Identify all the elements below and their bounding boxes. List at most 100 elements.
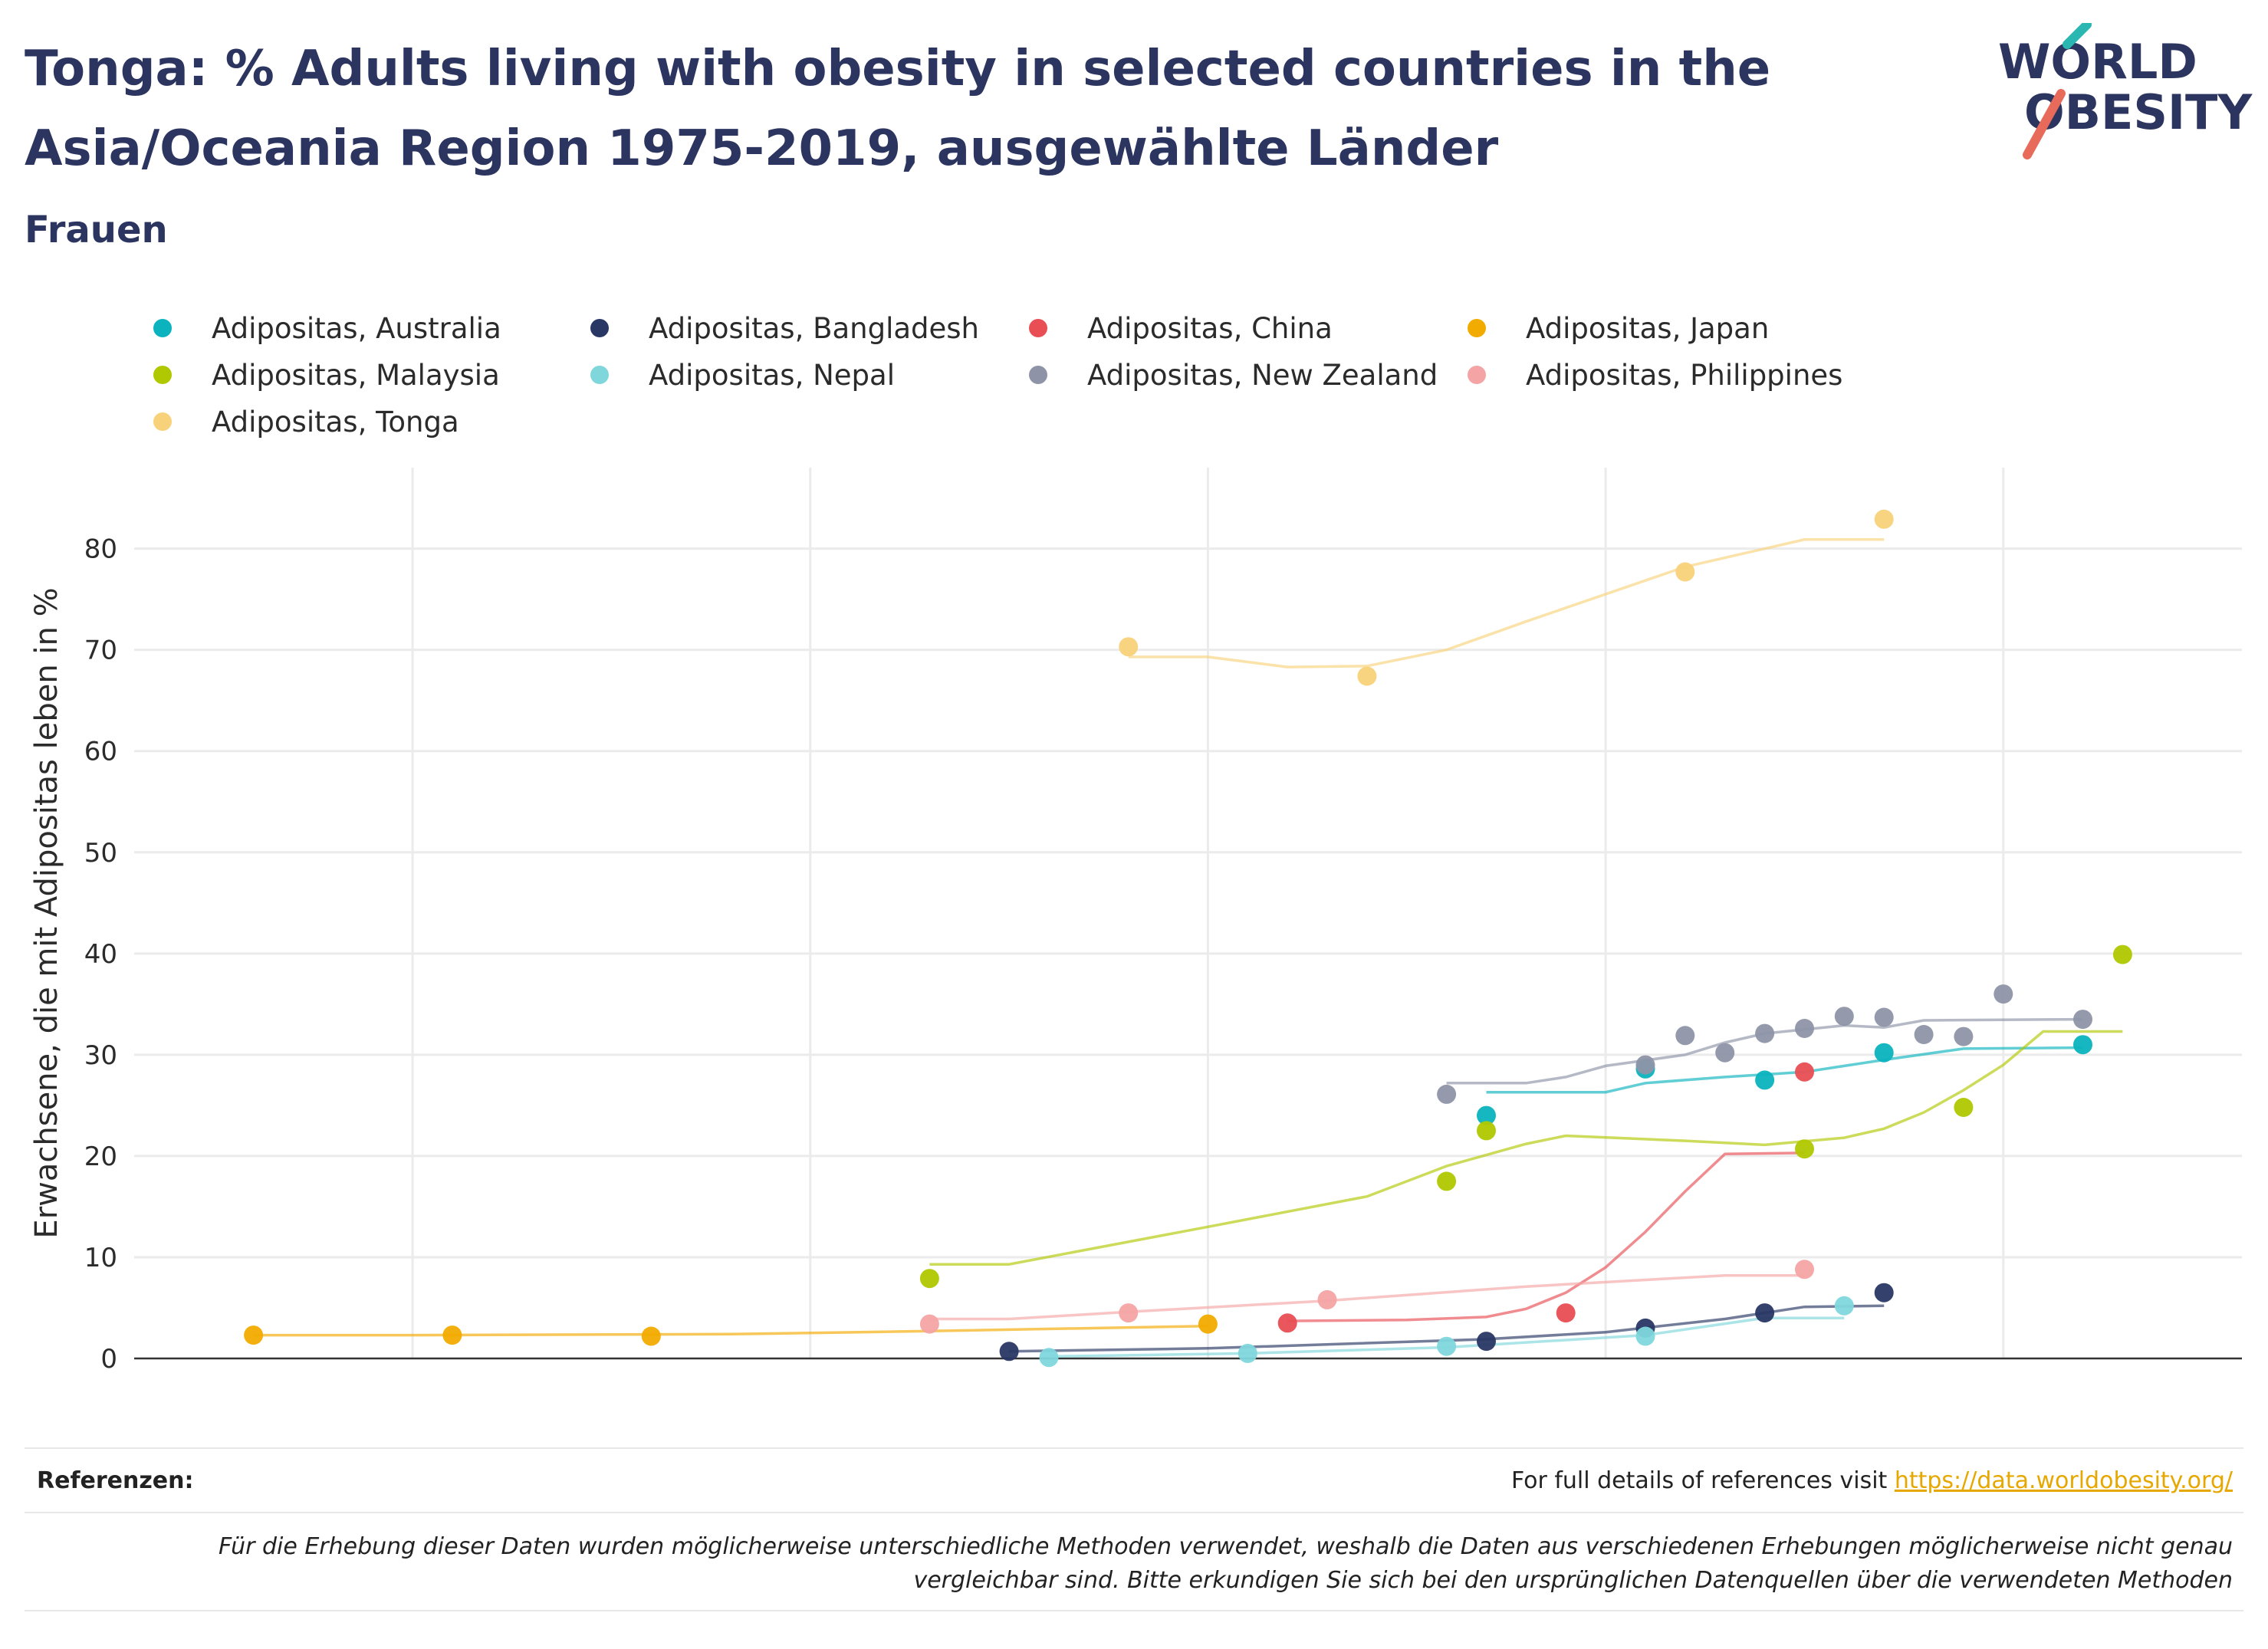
trend-line — [1287, 1151, 1805, 1322]
data-point — [1437, 1084, 1457, 1104]
y-tick-label: 50 — [84, 838, 117, 869]
legend-item[interactable]: Adipositas, Tonga — [153, 399, 459, 445]
legend-marker — [590, 319, 609, 337]
footer-divider — [25, 1512, 2243, 1513]
data-point — [2073, 1035, 2092, 1055]
logo-red-stroke — [2023, 89, 2066, 159]
data-point — [1477, 1332, 1496, 1352]
chart-subtitle: Frauen — [25, 209, 168, 251]
data-point — [1874, 509, 1894, 529]
data-point — [2112, 944, 2132, 964]
chart-legend: Adipositas, Australia Adipositas, Banglad… — [153, 305, 1994, 451]
references-link[interactable]: https://data.worldobesity.org/ — [1894, 1467, 2233, 1494]
legend-item[interactable]: Adipositas, Australia — [153, 305, 501, 351]
data-point — [1437, 1336, 1457, 1356]
legend-item[interactable]: Adipositas, Bangladesh — [590, 305, 979, 351]
data-point — [1795, 1139, 1814, 1159]
trend-line — [929, 1030, 2123, 1266]
y-tick-label: 30 — [84, 1040, 117, 1071]
legend-label: Adipositas, Bangladesh — [649, 311, 980, 345]
data-point — [1874, 1007, 1894, 1027]
legend-label: Adipositas, Tonga — [212, 405, 459, 439]
data-point — [1795, 1260, 1814, 1279]
data-point — [1277, 1313, 1297, 1333]
trend-line — [253, 1324, 1208, 1337]
data-point — [442, 1325, 462, 1345]
y-tick-label: 70 — [84, 636, 117, 666]
data-point — [1675, 562, 1695, 582]
data-point — [1834, 1296, 1854, 1316]
legend-marker — [153, 319, 172, 337]
legend-marker — [153, 366, 172, 384]
y-tick-label: 60 — [84, 737, 117, 767]
trend-line — [1009, 1304, 1885, 1353]
data-point — [919, 1314, 939, 1334]
legend-label: Adipositas, Japan — [1526, 311, 1770, 345]
world-obesity-logo: WORLD OBESITY — [1998, 23, 2253, 159]
y-tick-label: 80 — [84, 534, 117, 565]
legend-marker — [1468, 366, 1486, 384]
data-point — [1477, 1121, 1496, 1141]
data-point — [1198, 1314, 1218, 1334]
legend-item[interactable]: Adipositas, China — [1029, 305, 1333, 351]
trend-line — [1446, 1017, 2083, 1085]
methodology-note: Für die Erhebung dieser Daten wurden mög… — [219, 1533, 2233, 1594]
footer-divider — [25, 1610, 2243, 1611]
legend-label: Adipositas, Malaysia — [212, 358, 500, 392]
logo-text-world: WORLD — [1998, 34, 2197, 90]
data-point — [999, 1342, 1019, 1362]
data-point — [919, 1269, 939, 1289]
data-point — [1119, 637, 1139, 657]
legend-marker — [1029, 319, 1047, 337]
legend-label: Adipositas, Nepal — [649, 358, 895, 392]
data-point — [1477, 1105, 1496, 1125]
data-point — [1755, 1070, 1775, 1090]
legend-item[interactable]: Adipositas, New Zealand — [1029, 352, 1438, 398]
legend-label: Adipositas, China — [1087, 311, 1333, 345]
legend-marker — [1029, 366, 1047, 384]
legend-marker — [153, 412, 172, 431]
data-point — [2073, 1010, 2092, 1030]
y-tick-label: 0 — [100, 1344, 117, 1372]
y-tick-label: 10 — [84, 1243, 117, 1273]
data-point — [1238, 1343, 1257, 1363]
y-axis-label: Erwachsene, die mit Adipositas leben in … — [29, 587, 64, 1238]
trend-line — [1048, 1316, 1845, 1358]
data-point — [1795, 1019, 1814, 1038]
data-point — [1795, 1062, 1814, 1082]
data-point — [244, 1325, 264, 1345]
references-prefix: For full details of references visit — [1510, 1467, 1895, 1494]
chart-title: Tonga: % Adults living with obesity in s… — [25, 41, 1771, 177]
legend-marker — [1468, 319, 1486, 337]
legend-label: Adipositas, Australia — [212, 311, 501, 345]
data-point — [1914, 1025, 1934, 1044]
legend-item[interactable]: Adipositas, Japan — [1468, 305, 1769, 351]
data-point — [1635, 1326, 1655, 1346]
data-point — [1357, 666, 1377, 686]
data-point — [1755, 1023, 1775, 1043]
data-point — [1954, 1098, 1974, 1117]
legend-item[interactable]: Adipositas, Philippines — [1468, 352, 1842, 398]
data-point — [1556, 1303, 1576, 1323]
data-point — [1874, 1283, 1894, 1302]
footer-divider — [25, 1447, 2243, 1449]
data-point — [1039, 1348, 1059, 1368]
data-point — [1119, 1303, 1139, 1323]
data-point — [1834, 1007, 1854, 1027]
legend-label: Adipositas, Philippines — [1526, 358, 1843, 392]
legend-marker — [590, 366, 609, 384]
logo-teal-stroke — [2063, 23, 2092, 49]
data-point — [1675, 1026, 1695, 1046]
scatter-chart: 0102030405060708019801990200020102020Erw… — [29, 468, 2242, 1372]
data-point — [1994, 984, 2013, 1004]
data-point — [1437, 1171, 1457, 1191]
data-point — [1317, 1289, 1337, 1309]
data-point — [1715, 1043, 1735, 1063]
data-point — [1755, 1303, 1775, 1323]
data-point — [1874, 1043, 1894, 1063]
data-point — [1954, 1027, 1974, 1046]
legend-item[interactable]: Adipositas, Nepal — [590, 352, 895, 398]
data-point — [641, 1326, 661, 1346]
y-tick-label: 20 — [84, 1141, 117, 1172]
legend-item[interactable]: Adipositas, Malaysia — [153, 352, 500, 398]
